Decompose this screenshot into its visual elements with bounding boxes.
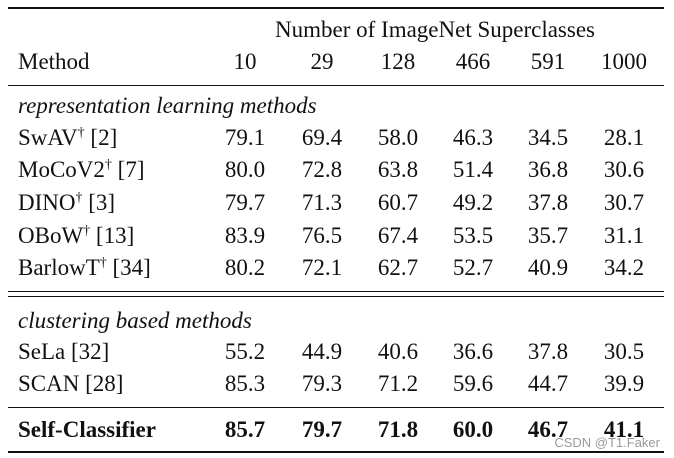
method-mark: † xyxy=(104,157,112,173)
method-name: SwAV† [2] xyxy=(18,124,117,152)
method-mark: † xyxy=(83,223,91,239)
table-cell: 35.7 xyxy=(527,223,569,248)
method-mark: † xyxy=(75,190,83,206)
table-cell: 80.0 xyxy=(224,157,266,182)
method-ref: [3] xyxy=(88,190,116,215)
table-cell: 85.3 xyxy=(224,371,266,396)
table-cell: 72.8 xyxy=(301,157,343,182)
table-cell: 46.7 xyxy=(527,417,569,442)
table-cell: 69.4 xyxy=(301,125,343,150)
table-cell: 37.8 xyxy=(527,190,569,215)
method-mark: † xyxy=(77,125,85,141)
table-cell: 40.9 xyxy=(527,255,569,280)
table-cell: 79.7 xyxy=(301,417,343,442)
method-label: BarlowT xyxy=(18,255,100,280)
table-cell: 34.2 xyxy=(603,255,645,280)
table-cell: 44.9 xyxy=(301,339,343,364)
column-header: 1000 xyxy=(601,49,647,74)
method-label: MoCoV2 xyxy=(18,157,105,182)
section-title: representation learning methods xyxy=(18,93,317,118)
table-cell: 63.8 xyxy=(377,157,419,182)
table-cell: 67.4 xyxy=(377,223,419,248)
table-cell: 30.7 xyxy=(603,190,645,215)
column-header: 10 xyxy=(233,49,257,74)
section-title: clustering based methods xyxy=(18,308,252,333)
table-cell: 30.5 xyxy=(603,339,645,364)
method-header: Method xyxy=(18,49,90,74)
method-name: DINO† [3] xyxy=(18,189,115,217)
table-cell: 36.8 xyxy=(527,157,569,182)
column-header: 466 xyxy=(455,49,491,74)
table-cell: 36.6 xyxy=(452,339,494,364)
table-cell: 55.2 xyxy=(224,339,266,364)
table-cell: 80.2 xyxy=(224,255,266,280)
table-cell: 60.0 xyxy=(452,417,494,442)
table-cell: 51.4 xyxy=(452,157,494,182)
method-label: OBoW xyxy=(18,223,84,248)
column-header: 591 xyxy=(530,49,566,74)
method-ref: [28] xyxy=(85,371,124,396)
table-cell: 71.2 xyxy=(377,371,419,396)
table-cell: 83.9 xyxy=(224,223,266,248)
table-cell: 53.5 xyxy=(452,223,494,248)
method-name: BarlowT† [34] xyxy=(18,254,151,282)
table-cell: 30.6 xyxy=(603,157,645,182)
method-name: Self-Classifier xyxy=(18,416,156,444)
table-cell: 49.2 xyxy=(452,190,494,215)
method-label: Self-Classifier xyxy=(18,417,156,442)
table-cell: 52.7 xyxy=(452,255,494,280)
method-ref: [32] xyxy=(71,339,110,364)
method-label: DINO xyxy=(18,190,76,215)
table-cell: 28.1 xyxy=(603,125,645,150)
table-cell: 60.7 xyxy=(377,190,419,215)
table-cell: 40.6 xyxy=(377,339,419,364)
column-group-header: Number of ImageNet Superclasses xyxy=(275,17,595,42)
method-label: SeLa xyxy=(18,339,66,364)
method-label: SwAV xyxy=(18,125,78,150)
table-cell: 59.6 xyxy=(452,371,494,396)
table-cell: 39.9 xyxy=(603,371,645,396)
table-cell: 85.7 xyxy=(224,417,266,442)
method-label: SCAN xyxy=(18,371,80,396)
table-cell: 46.3 xyxy=(452,125,494,150)
table-cell: 71.8 xyxy=(377,417,419,442)
table-cell: 76.5 xyxy=(301,223,343,248)
method-name: SeLa [32] xyxy=(18,338,109,366)
table-cell: 62.7 xyxy=(377,255,419,280)
table-cell: 71.3 xyxy=(301,190,343,215)
table-cell: 41.1 xyxy=(603,417,645,442)
table-cell: 79.7 xyxy=(224,190,266,215)
column-header: 29 xyxy=(310,49,334,74)
column-header: 128 xyxy=(380,49,416,74)
method-ref: [7] xyxy=(117,157,145,182)
method-name: SCAN [28] xyxy=(18,370,123,398)
table-cell: 34.5 xyxy=(527,125,569,150)
table-cell: 79.1 xyxy=(224,125,266,150)
top-rule xyxy=(8,7,664,9)
table-cell: 72.1 xyxy=(301,255,343,280)
table-cell: 44.7 xyxy=(527,371,569,396)
final-rule xyxy=(8,407,664,408)
method-ref: [13] xyxy=(95,223,135,248)
bottom-rule xyxy=(8,451,664,453)
table-cell: 37.8 xyxy=(527,339,569,364)
method-name: MoCoV2† [7] xyxy=(18,156,144,184)
watermark: CSDN @T1.Faker xyxy=(554,435,660,450)
table-cell: 58.0 xyxy=(377,125,419,150)
method-mark: † xyxy=(99,255,107,271)
double-rule-top xyxy=(8,291,664,292)
table-cell: 31.1 xyxy=(603,223,645,248)
method-name: OBoW† [13] xyxy=(18,222,134,250)
method-ref: [34] xyxy=(112,255,151,280)
header-rule xyxy=(8,85,664,86)
table-cell: 79.3 xyxy=(301,371,343,396)
method-ref: [2] xyxy=(90,125,118,150)
double-rule-bottom xyxy=(8,296,664,297)
